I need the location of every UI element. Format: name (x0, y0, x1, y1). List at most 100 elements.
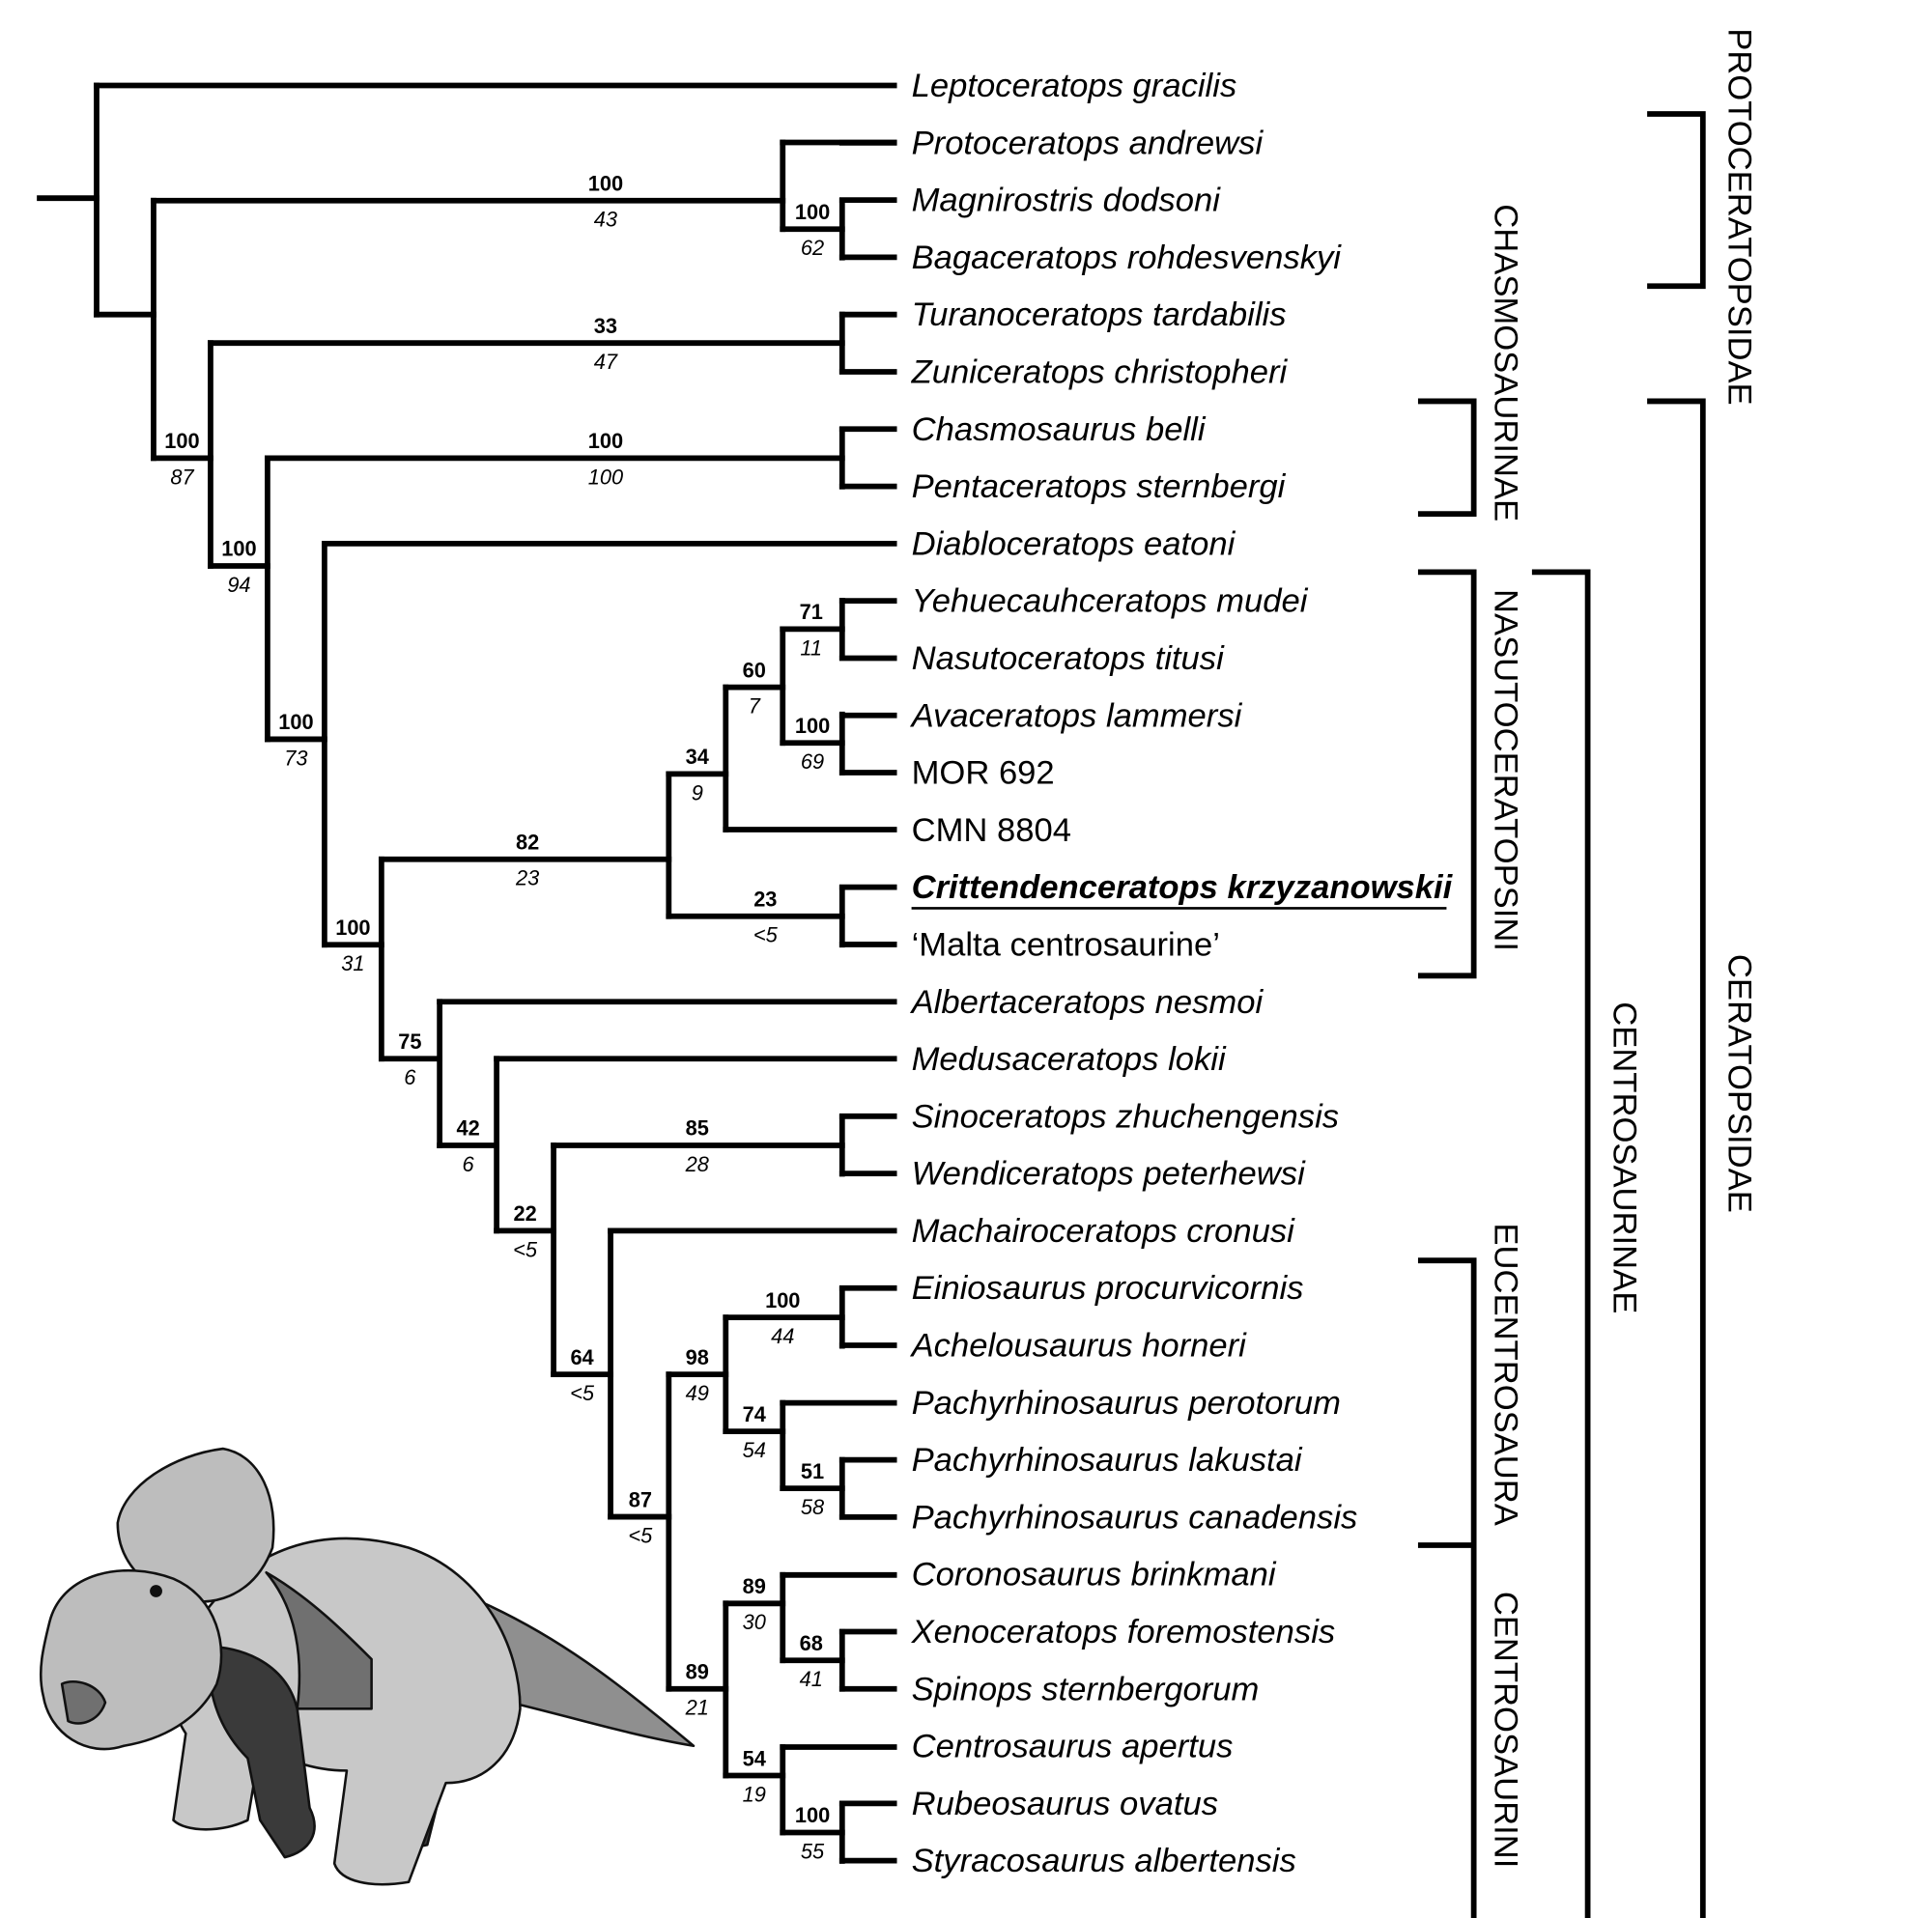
label-centrosaurinae: CENTROSAURINAE (1606, 1001, 1643, 1313)
support-lower-value: 41 (800, 1667, 823, 1691)
support-lower-value: 19 (743, 1782, 766, 1806)
taxon-label: Nasutoceratops titusi (912, 640, 1225, 677)
support-lower-value: 7 (749, 694, 761, 719)
taxon-label: Xenoceratops foremostensis (911, 1614, 1336, 1650)
support-lower-value: 44 (771, 1324, 794, 1348)
tree-branches (37, 82, 897, 1864)
taxon-label: Sinoceratops zhuchengensis (912, 1098, 1340, 1135)
taxon-label: Rubeosaurus ovatus (912, 1786, 1218, 1822)
support-lower-value: <5 (628, 1523, 653, 1547)
taxon-label: Einiosaurus procurvicornis (912, 1270, 1304, 1307)
bootstrap-value: 100 (795, 1803, 830, 1827)
taxon-label: ‘Malta centrosaurine’ (912, 926, 1220, 963)
bootstrap-value: 100 (588, 429, 623, 453)
support-lower-value: 6 (463, 1152, 475, 1176)
eye (150, 1585, 162, 1597)
support-lower-value: <5 (513, 1237, 538, 1261)
body (171, 1537, 522, 1886)
bootstrap-value: 75 (398, 1030, 421, 1054)
taxon-label: Spinops sternbergorum (912, 1671, 1260, 1707)
support-lower-value: 43 (594, 208, 617, 232)
bootstrap-value: 100 (795, 200, 830, 224)
taxon-label: Medusaceratops lokii (912, 1041, 1227, 1078)
forelimb-dark (208, 1645, 316, 1859)
support-lower-value: 62 (801, 236, 824, 260)
bootstrap-value: 100 (278, 710, 313, 734)
label-chasmosaurinae: CHASMOSAURINAE (1487, 204, 1523, 522)
label-ceratopsidae: CERATOPSIDAE (1721, 954, 1758, 1213)
dinosaur-illustration (39, 1447, 696, 1886)
bracket-eucentrosaura (1417, 1257, 1477, 1918)
taxon-label: Pentaceratops sternbergi (912, 468, 1287, 505)
bracket-protoceratopsidae (1647, 111, 1706, 290)
bootstrap-value: 68 (800, 1631, 823, 1655)
bootstrap-value: 100 (164, 429, 199, 453)
taxon-label: Albertaceratops nesmoi (910, 984, 1264, 1021)
taxon-label: Machairoceratops cronusi (912, 1213, 1296, 1250)
bootstrap-value: 82 (516, 831, 539, 855)
beak (60, 1679, 107, 1725)
support-values: 100 43 100 62 100 87 33 47 100 94 100 100 100 73 100 31… (164, 171, 830, 1863)
support-lower-value: 58 (801, 1495, 824, 1519)
bootstrap-value: 85 (686, 1116, 709, 1141)
support-lower-value: 11 (800, 635, 822, 660)
shoulder-shade (265, 1570, 373, 1710)
taxon-labels: Leptoceratops gracilis Protoceratops andr… (910, 68, 1454, 1879)
bracket-nasutoceratopsini (1417, 569, 1477, 979)
support-lower-value: 28 (685, 1152, 709, 1176)
support-lower-value: 55 (801, 1839, 825, 1863)
bootstrap-value: 100 (795, 714, 830, 738)
bootstrap-value: 100 (765, 1288, 800, 1312)
taxon-label: Crittendenceratops krzyzanowskii (912, 869, 1454, 906)
bootstrap-value: 51 (801, 1459, 824, 1483)
taxon-label: Leptoceratops gracilis (912, 68, 1237, 104)
bootstrap-value: 89 (743, 1574, 766, 1598)
support-lower-value: <5 (753, 923, 779, 947)
support-lower-value: 69 (801, 749, 824, 774)
label-protoceratopsidae: PROTOCERATOPSIDAE (1721, 28, 1758, 405)
bootstrap-value: 74 (743, 1402, 766, 1426)
support-lower-value: 87 (170, 465, 194, 489)
bootstrap-value: 100 (335, 916, 370, 940)
support-lower-value: 23 (515, 866, 539, 890)
bootstrap-value: 60 (743, 658, 766, 682)
support-lower-value: 100 (588, 465, 623, 489)
taxon-label: Protoceratops andrewsi (912, 125, 1264, 161)
bootstrap-value: 22 (513, 1201, 536, 1226)
support-lower-value: 94 (227, 573, 250, 597)
taxon-label: Chasmosaurus belli (912, 411, 1207, 448)
bracket-ceratopsidae (1647, 398, 1706, 1918)
taxon-label: Zuniceratops christopheri (911, 354, 1289, 391)
taxon-label: Centrosaurus apertus (912, 1729, 1234, 1765)
support-lower-value: 47 (594, 350, 618, 374)
taxon-label: Pachyrhinosaurus perotorum (912, 1385, 1341, 1422)
bootstrap-value: 98 (686, 1345, 709, 1369)
taxon-label: Achelousaurus horneri (910, 1328, 1248, 1365)
support-lower-value: 21 (685, 1696, 709, 1720)
support-lower-value: 30 (743, 1610, 766, 1634)
taxon-label: Avaceratops lammersi (910, 697, 1243, 734)
support-lower-value: 9 (692, 780, 703, 804)
bracket-centrosaurinae (1531, 569, 1591, 1918)
taxon-label: Styracosaurus albertensis (912, 1843, 1296, 1879)
bootstrap-value: 54 (743, 1746, 766, 1770)
label-eucentrosaura: EUCENTROSAURA (1487, 1223, 1523, 1526)
taxon-label: Bagaceratops rohdesvenskyi (912, 240, 1343, 276)
taxon-label: MOR 692 (912, 755, 1055, 792)
bootstrap-value: 34 (686, 745, 709, 769)
taxon-label: Turanoceratops tardabilis (912, 296, 1287, 333)
bracket-chasmosaurinae (1417, 398, 1477, 517)
taxon-label: Pachyrhinosaurus lakustai (912, 1442, 1303, 1479)
support-lower-value: 49 (686, 1381, 709, 1405)
taxon-label: Pachyrhinosaurus canadensis (912, 1499, 1358, 1536)
support-lower-value: 6 (404, 1065, 416, 1089)
support-lower-value: <5 (570, 1381, 595, 1405)
label-centrosaurini: CENTROSAURINI (1487, 1592, 1523, 1869)
taxon-label: Wendiceratops peterhewsi (912, 1156, 1307, 1193)
taxon-label: Yehuecauhceratops mudei (912, 583, 1309, 620)
support-lower-value: 31 (341, 951, 364, 975)
tail (469, 1595, 696, 1748)
label-nasutoceratopsini: NASUTOCERATOPSINI (1487, 589, 1523, 951)
taxon-label: CMN 8804 (912, 812, 1071, 849)
